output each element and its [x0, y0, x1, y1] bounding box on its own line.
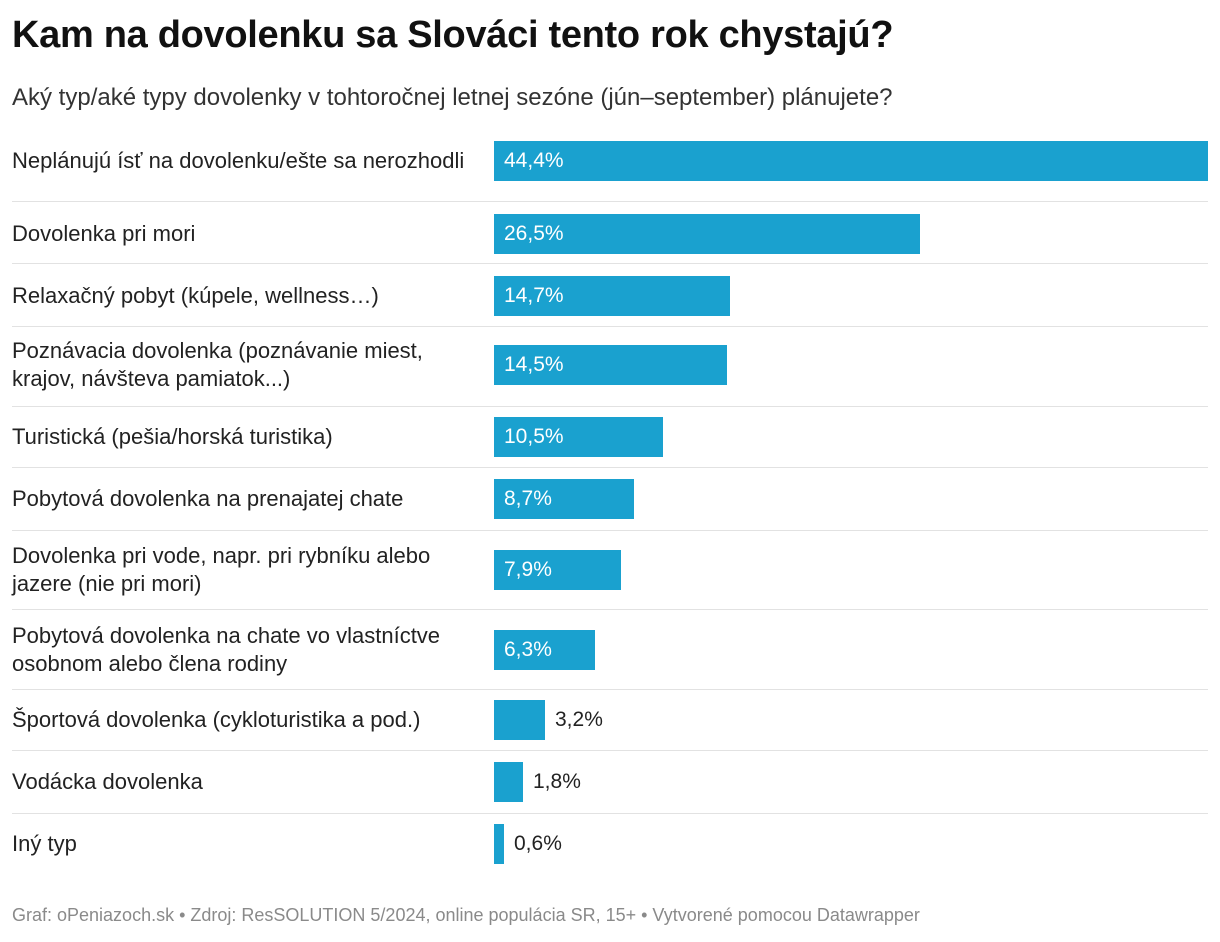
bar — [494, 345, 727, 385]
category-label: Relaxačný pobyt (kúpele, wellness…) — [12, 283, 379, 308]
row-separator — [12, 406, 1208, 407]
value-label: 10,5% — [504, 425, 564, 448]
row-separator — [12, 609, 1208, 610]
row-separator — [12, 530, 1208, 531]
value-label: 0,6% — [514, 832, 562, 855]
value-label: 8,7% — [504, 487, 552, 510]
category-label: Neplánujú ísť na dovolenku/ešte sa neroz… — [12, 148, 465, 173]
value-label: 14,7% — [504, 284, 564, 307]
row-separator — [12, 467, 1208, 468]
value-label: 1,8% — [533, 770, 581, 793]
category-label: Poznávacia dovolenka (poznávanie miest, … — [12, 338, 423, 391]
category-label: Športová dovolenka (cykloturistika a pod… — [12, 707, 421, 732]
category-label: Dovolenka pri mori — [12, 221, 196, 246]
category-label: Turistická (pešia/horská turistika) — [12, 424, 333, 449]
category-label: Iný typ — [12, 831, 77, 856]
chart-subtitle: Aký typ/aké typy dovolenky v tohtoročnej… — [12, 84, 893, 111]
row-separator — [12, 263, 1208, 264]
value-label: 7,9% — [504, 558, 552, 581]
row-separator — [12, 813, 1208, 814]
value-label: 44,4% — [504, 149, 564, 172]
bar — [494, 824, 504, 864]
bar — [494, 630, 595, 670]
bar — [494, 214, 920, 254]
chart-title: Kam na dovolenku sa Slováci tento rok ch… — [12, 14, 894, 56]
bar — [494, 762, 523, 802]
bar — [494, 479, 634, 519]
bar — [494, 700, 545, 740]
row-separator — [12, 750, 1208, 751]
category-label: Pobytová dovolenka na chate vo vlastníct… — [12, 623, 441, 676]
row-separator — [12, 201, 1208, 202]
chart-footer: Graf: oPeniazoch.sk • Zdroj: ResSOLUTION… — [12, 905, 920, 925]
category-label: Vodácka dovolenka — [12, 769, 203, 794]
bar — [494, 141, 1208, 181]
row-separator — [12, 689, 1208, 690]
bar — [494, 276, 730, 316]
row-separator — [12, 326, 1208, 327]
category-label: Dovolenka pri vode, napr. pri rybníku al… — [12, 543, 431, 596]
value-label: 6,3% — [504, 638, 552, 661]
value-label: 14,5% — [504, 353, 564, 376]
category-label: Pobytová dovolenka na prenajatej chate — [12, 486, 404, 511]
bar — [494, 417, 663, 457]
value-label: 26,5% — [504, 222, 564, 245]
bar — [494, 550, 621, 590]
value-label: 3,2% — [555, 708, 603, 731]
